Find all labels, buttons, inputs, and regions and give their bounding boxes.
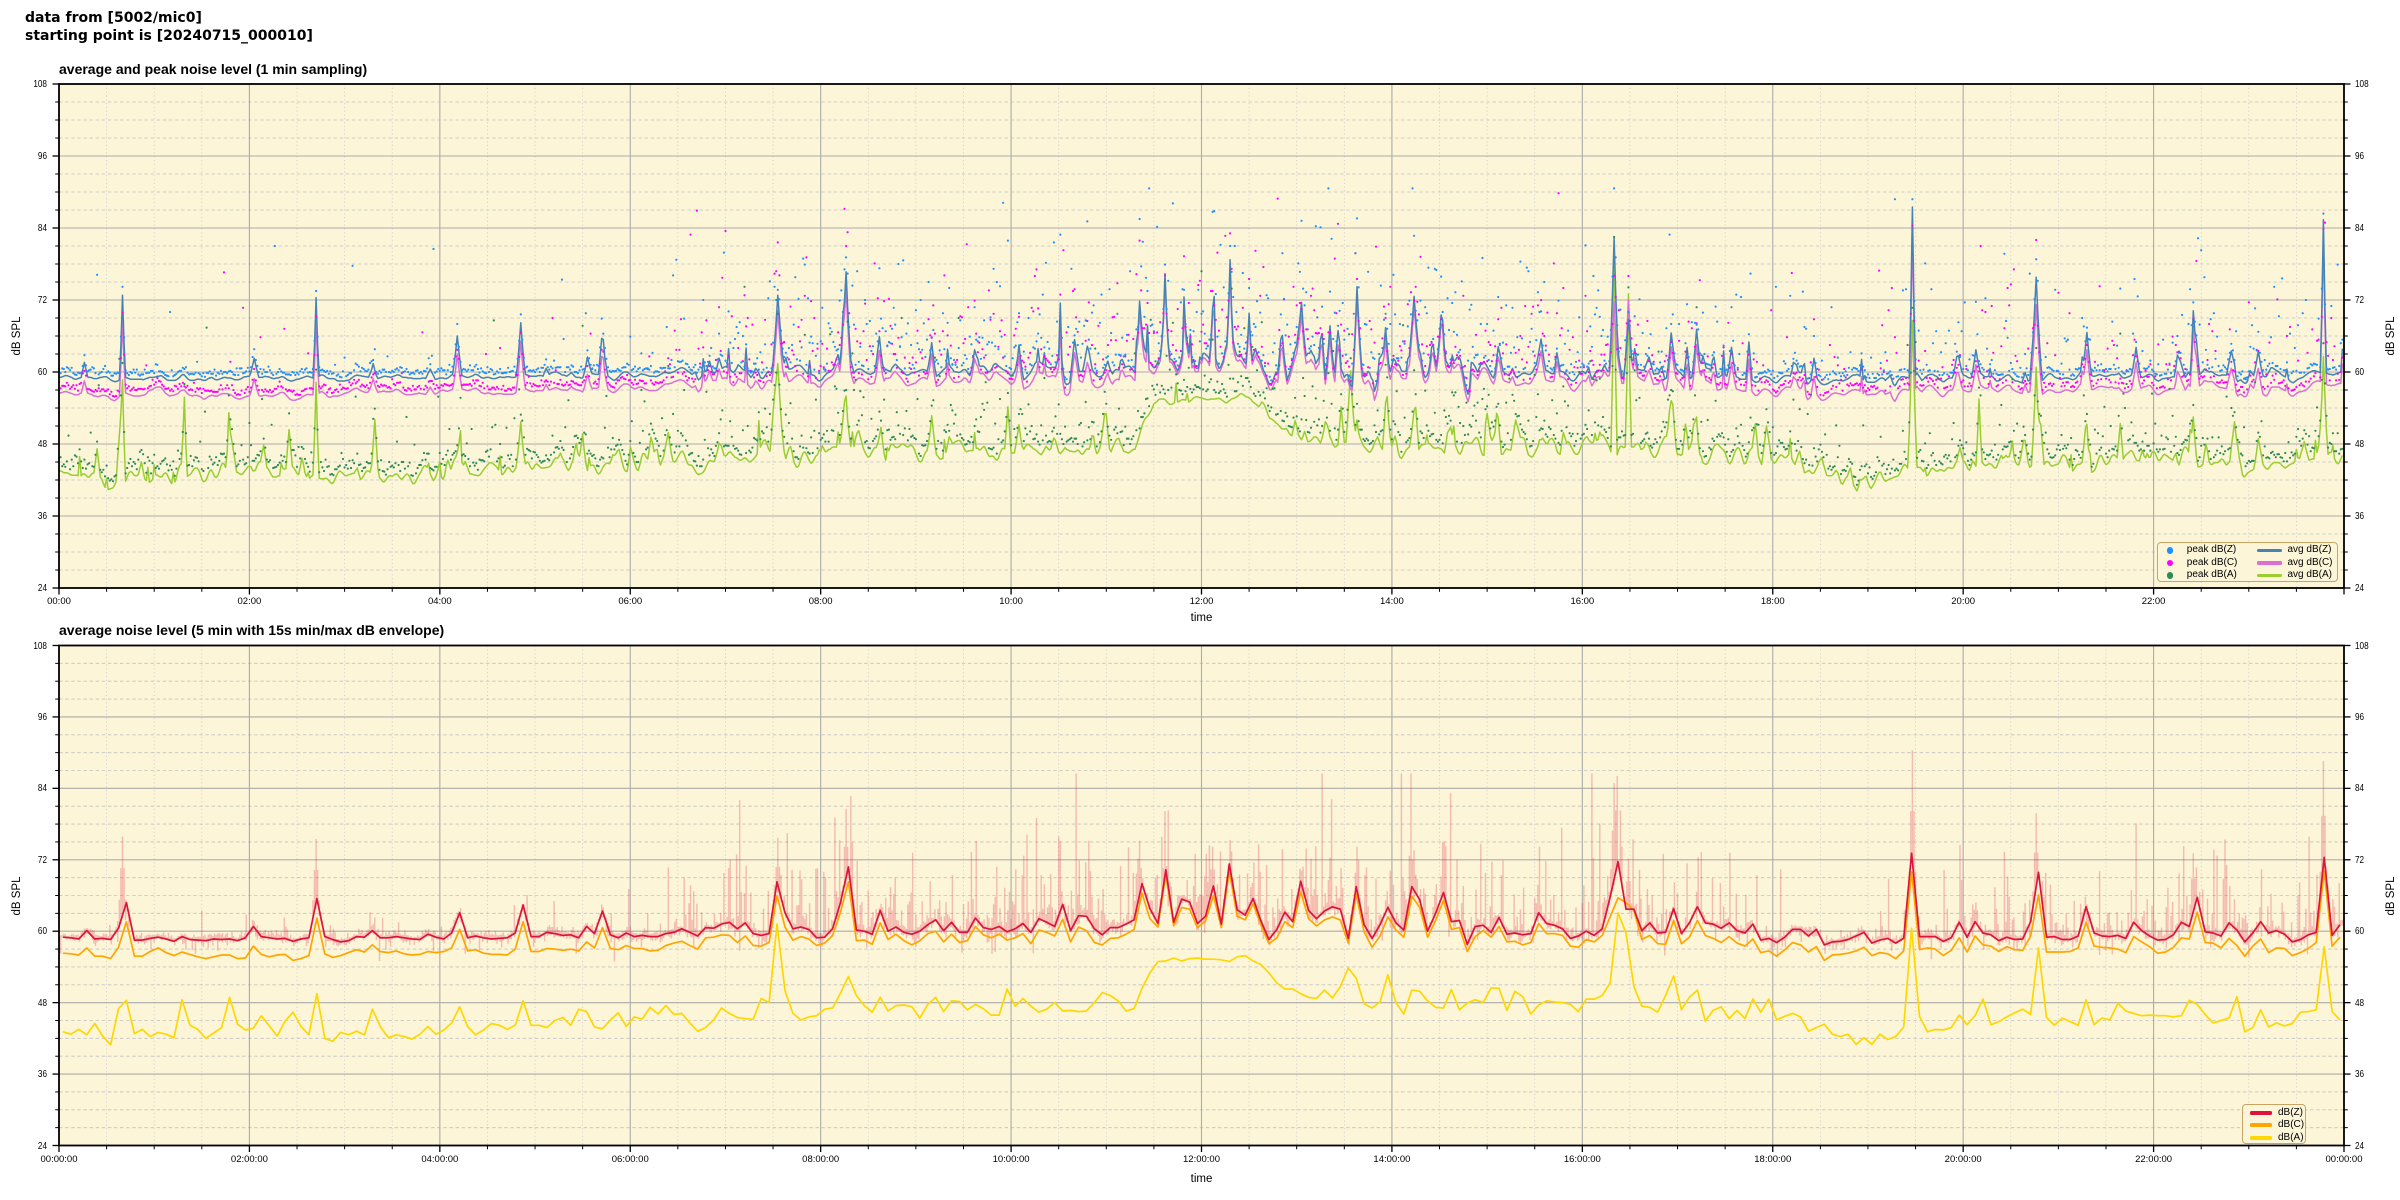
legend-marker-dba (2250, 1135, 2272, 1140)
chart2-y-tick-label-right: 24 (2354, 1139, 2364, 1152)
chart1-y-tick-label-right: 36 (2354, 510, 2364, 522)
chart2-xlabel: time (1190, 1173, 1213, 1185)
chart1-x-tick-label: 14:00 (1380, 596, 1404, 607)
chart2-y-tick-label-right: 60 (2354, 925, 2364, 938)
chart1-x-tick-label: 10:00 (999, 596, 1023, 607)
chart2-x-tick-label: 14:00:00 (1373, 1153, 1411, 1165)
legend-label-peak-dbz: peak dB(Z) (2186, 544, 2237, 556)
chart1-y-tick-label-left: 60 (37, 366, 47, 378)
chart2-x-tick-label: 20:00:00 (1944, 1153, 1982, 1165)
chart2-x-tick-label: 18:00:00 (1754, 1153, 1792, 1165)
chart1-y-tick-label-left: 108 (32, 78, 47, 90)
chart1-y-tick-label-right: 108 (2354, 78, 2369, 90)
chart2-y-tick-label-left: 24 (37, 1139, 47, 1152)
chart1-xlabel: time (1190, 612, 1213, 624)
legend-marker-dbc (2250, 1123, 2272, 1128)
chart1-y-tick-label-right: 72 (2354, 294, 2364, 306)
chart2-x-tick-label: 00:00:00 (2325, 1153, 2363, 1165)
chart2-ylabel-right: dB SPL (2385, 876, 2397, 915)
chart1-x-tick-label: 18:00 (1760, 596, 1785, 607)
chart1-x-tick-label: 22:00 (2141, 596, 2166, 607)
chart2-x-tick-label: 12:00:00 (1183, 1153, 1220, 1165)
legend-marker-dbz (2250, 1110, 2272, 1115)
series-line-avg-db-c- (58, 230, 2344, 403)
legend-label-dba: dB(A) (2278, 1131, 2304, 1143)
chart2-x-tick-label: 00:00:00 (40, 1153, 78, 1165)
legend-label-peak-dbc: peak dB(C) (2186, 556, 2238, 568)
legend-label-dbc: dB(C) (2278, 1119, 2305, 1130)
chart1-x-tick-label: 08:00 (808, 596, 833, 607)
chart1-ylabel-left: dB SPL (11, 316, 23, 356)
chart1-ylabel-right: dB SPL (2385, 316, 2397, 356)
legend-label-avg-dbz: avg dB(Z) (2287, 544, 2332, 556)
chart1-x-tick-label: 02:00 (237, 596, 262, 607)
chart2-x-tick-label: 22:00:00 (2135, 1153, 2173, 1165)
series-line-db-a- (62, 911, 2341, 1046)
chart2-y-tick-label-left: 96 (37, 710, 47, 723)
chart2-x-tick-label: 16:00:00 (1563, 1153, 1601, 1165)
chart1-x-tick-label: 16:00 (1570, 596, 1595, 607)
chart1-x-tick-label: 04:00 (427, 596, 452, 607)
chart1-title: average and peak noise level (1 min samp… (59, 60, 368, 77)
chart2-y-tick-label-right: 72 (2354, 853, 2364, 866)
plot-frame (58, 83, 2345, 589)
legend-label-peak-dba: peak dB(A) (2186, 569, 2237, 581)
legend-marker-peak-dba (2166, 572, 2173, 579)
chart1-y-tick-label-right: 60 (2354, 366, 2364, 378)
chart2-y-tick-label-left: 84 (37, 782, 47, 795)
legend-marker-avg-dbc (2257, 561, 2282, 565)
chart2-legend: dB(Z) dB(C) dB(A) (2242, 1103, 2306, 1144)
header-line-1: data from [5002/mic0] (25, 9, 202, 26)
series-line-avg-db-a- (59, 256, 2344, 492)
legend-label-dbz: dB(Z) (2278, 1106, 2303, 1118)
series-line-avg-db-z- (59, 206, 2344, 395)
chart2-y-tick-label-left: 48 (37, 996, 47, 1009)
legend-marker-peak-dbc (2166, 559, 2173, 567)
chart1-x-tick-label: 12:00 (1189, 596, 1214, 607)
chart1-x-tick-label: 06:00 (618, 596, 643, 607)
chart1-y-tick-label-right: 96 (2354, 150, 2364, 162)
chart1-y-tick-label-left: 72 (37, 294, 47, 306)
chart2-y-tick-label-left: 60 (37, 925, 47, 938)
chart1-y-tick-label-left: 24 (37, 582, 47, 594)
chart2-x-tick-label: 02:00:00 (230, 1153, 268, 1165)
chart1-y-tick-label-left: 36 (37, 510, 47, 522)
chart2-x-tick-label: 06:00:00 (611, 1153, 649, 1165)
series-line-db-z- (62, 852, 2341, 946)
legend-label-avg-dba: avg dB(A) (2287, 569, 2332, 581)
chart1-x-tick-label: 20:00 (1951, 596, 1976, 607)
chart2-x-tick-label: 04:00:00 (421, 1153, 459, 1165)
plot-frame (58, 644, 2345, 1147)
series-line-db-c- (62, 870, 2341, 962)
chart2-y-tick-label-left: 36 (37, 1068, 47, 1081)
chart2-title: average noise level (5 min with 15s min/… (59, 622, 445, 638)
chart2-y-tick-label-left: 72 (37, 853, 47, 866)
legend-marker-peak-dbz (2166, 547, 2173, 554)
chart1-y-tick-label-right: 48 (2354, 438, 2364, 450)
chart2-y-tick-label-right: 108 (2354, 639, 2369, 652)
chart2-x-tick-label: 10:00:00 (992, 1153, 1030, 1165)
legend-marker-avg-dba (2257, 573, 2282, 578)
chart1-legend: peak dB(Z) peak dB(C) peak dB(A) avg dB(… (2156, 541, 2338, 582)
chart1-x-tick-label: 00:00 (47, 596, 71, 607)
chart2-x-tick-label: 08:00:00 (802, 1153, 840, 1165)
chart1-y-tick-label-right: 84 (2354, 222, 2364, 234)
legend-marker-avg-dbz (2257, 548, 2282, 553)
header-line-2: starting point is [20240715_000010] (25, 27, 313, 44)
chart2-y-tick-label-right: 84 (2354, 782, 2364, 795)
legend-label-avg-dbc: avg dB(C) (2287, 556, 2333, 568)
chart1-y-tick-label-left: 48 (37, 438, 47, 450)
chart2-ylabel-left: dB SPL (11, 876, 23, 915)
chart1-y-tick-label-left: 84 (37, 222, 47, 234)
chart1-y-tick-label-right: 24 (2354, 582, 2364, 594)
figure-header: data from [5002/mic0] starting point is [… (25, 9, 313, 45)
chart1-y-tick-label-left: 96 (37, 150, 47, 162)
chart2-y-tick-label-right: 96 (2354, 710, 2364, 723)
chart2-y-tick-label-right: 36 (2354, 1068, 2364, 1081)
chart2-y-tick-label-right: 48 (2354, 996, 2364, 1009)
chart2-y-tick-label-left: 108 (32, 639, 47, 652)
